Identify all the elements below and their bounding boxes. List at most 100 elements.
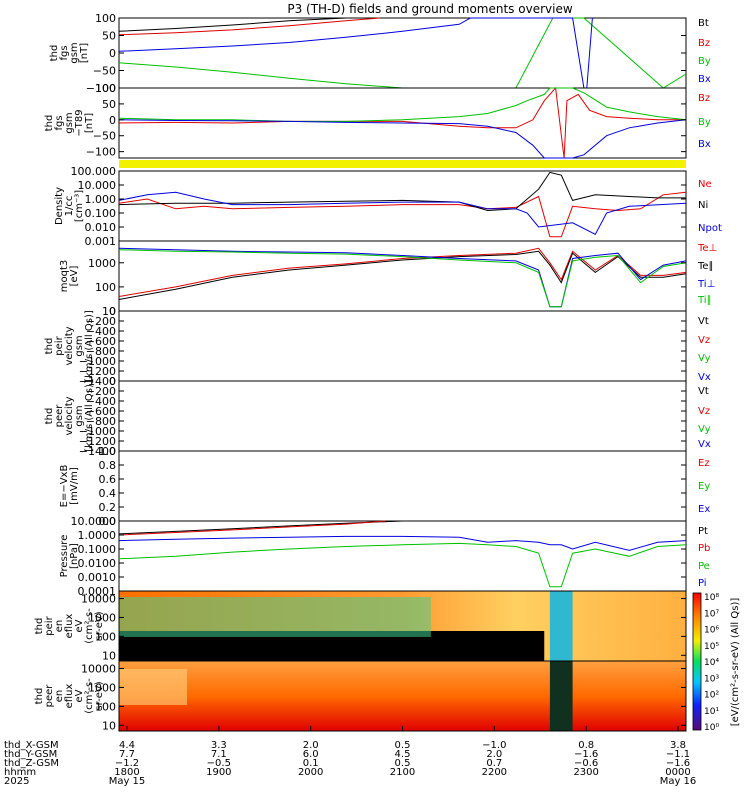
legend-entry: Vy xyxy=(698,353,711,364)
series-Ne xyxy=(118,191,687,238)
legend-entry: Bt xyxy=(698,18,709,29)
legend-entry: Pi xyxy=(698,578,707,589)
spectrogram-mid-band xyxy=(119,597,431,637)
y-tick-label: −800 xyxy=(86,345,116,358)
legend-entry: Ey xyxy=(698,481,710,492)
y-axis-label: gsm xyxy=(64,112,75,133)
series-Bt xyxy=(118,17,386,32)
x-row-name: hhmm xyxy=(4,767,36,778)
series-Pe xyxy=(118,542,687,588)
panel-fgs: 100 50 0 −50 −100 thd fgs gsm [nT] Bt Bz By Bx xyxy=(49,12,711,95)
y-tick-label: 10000 xyxy=(81,593,116,606)
series-Bx xyxy=(118,119,687,159)
y-axis-label: peir xyxy=(54,335,65,355)
legend-entry: Vt xyxy=(698,316,709,327)
x-row-value: 4.5 xyxy=(395,749,411,760)
x-row-value: 1900 xyxy=(206,767,231,778)
y-axis-label: Density xyxy=(54,187,65,225)
y-tick-label: 1000 xyxy=(88,611,116,624)
y-axis-label: velocity xyxy=(64,326,75,365)
x-row-value: 4.4 xyxy=(119,740,135,751)
y-axis-label: eflux xyxy=(64,684,75,709)
spectrogram-gap xyxy=(549,591,573,661)
x-row-value: 2.0 xyxy=(303,740,319,751)
y-tick-label: 0.0 xyxy=(99,515,117,528)
panel-frame xyxy=(118,380,687,452)
x-row-value: 2100 xyxy=(390,767,415,778)
legend-entry: Vz xyxy=(698,335,710,346)
legend-entry: Npot xyxy=(698,223,722,234)
x-row-name: 2025 xyxy=(4,776,29,787)
panel-peer-spectrogram: 10000 1000 100 10 thd peer en eflux eV (cm²-s-sr-… xyxy=(34,660,687,732)
legend-entry: Vx xyxy=(698,372,711,383)
spectrogram-background xyxy=(119,661,686,731)
x-row-value: −0.6 xyxy=(574,758,598,769)
y-tick-label: 0 xyxy=(109,305,116,318)
x-row-value: −1.1 xyxy=(666,749,690,760)
y-axis-label: [nT] xyxy=(79,43,90,63)
y-tick-label: 1.0 xyxy=(99,445,117,458)
legend-entry: Vx xyxy=(698,439,711,450)
y-tick-label: −50 xyxy=(93,130,116,143)
y-tick-label: 0.010 xyxy=(85,221,117,234)
x-row-value: −1.0 xyxy=(482,740,506,751)
legend-entry: Bx xyxy=(698,74,711,85)
x-row-value: 0.7 xyxy=(486,758,502,769)
y-axis-label: peer xyxy=(44,684,55,708)
series-Pb xyxy=(118,520,386,536)
x-row-value: −0.5 xyxy=(207,758,231,769)
colorbar-tick-label: 10⁸ xyxy=(704,593,719,603)
legend-entry: Ex xyxy=(698,504,710,515)
y-axis-label: fgs xyxy=(54,115,65,130)
x-row-value: 7.7 xyxy=(119,749,135,760)
y-tick-label: −1000 xyxy=(79,355,116,368)
legend-entry: Vy xyxy=(698,424,711,435)
y-axis-label: [eV] xyxy=(69,266,80,287)
y-tick-label: 100 xyxy=(95,12,116,25)
x-row-value: −1.6 xyxy=(666,758,690,769)
spectrogram-mid-band xyxy=(119,669,188,705)
series-By xyxy=(118,17,687,89)
series-By xyxy=(118,87,687,122)
y-tick-label: 100 xyxy=(95,630,116,643)
y-tick-label: 0.0010 xyxy=(78,571,117,584)
x-row-value: 2.0 xyxy=(486,749,502,760)
y-tick-label: 0.0100 xyxy=(78,557,117,570)
y-axis-label: E=−VxB xyxy=(59,465,70,508)
panel-frame xyxy=(118,310,687,382)
legend-entry: Ti∥ xyxy=(697,295,712,306)
panel-fgs-t89: 100 50 0 −50 −100 thd fgs gsm −T89 [nT] Bz By Bx xyxy=(44,82,711,159)
x-row-name: thd_X-GSM xyxy=(4,740,59,751)
y-tick-label: −800 xyxy=(86,415,116,428)
x-row-value: 3.8 xyxy=(670,740,686,751)
y-tick-label: 0.2 xyxy=(99,501,117,514)
y-axis-label: peir xyxy=(44,615,55,635)
y-tick-label: 0.6 xyxy=(99,473,117,486)
y-tick-label: 100.000 xyxy=(71,165,117,178)
x-axis-annotation: thd_X-GSM 4.4 3.3 2.0 0.5 −1.0 0.8 3.8 thd_Y-GSM… xyxy=(4,726,696,787)
y-tick-label: 10 xyxy=(102,305,116,318)
x-row-value: 3.3 xyxy=(211,740,227,751)
x-row-value: 2200 xyxy=(482,767,507,778)
y-axis-label: (cm²-s- xyxy=(84,678,95,714)
colorbar-tick-label: 10⁷ xyxy=(704,609,719,619)
y-tick-label: 0.4 xyxy=(99,487,117,500)
y-axis-label: [nT] xyxy=(84,113,95,133)
series-Ti∥ xyxy=(118,249,687,308)
series-Te∥ xyxy=(118,250,687,300)
y-axis-label: thd xyxy=(44,338,55,355)
y-tick-label: 10 xyxy=(102,649,116,662)
legend-entry: Pe xyxy=(698,561,710,572)
x-row-value: 0000 xyxy=(665,767,690,778)
legend-entry: Ne xyxy=(698,179,712,190)
y-tick-label: 0.100 xyxy=(85,207,117,220)
legend-entry: Te⊥ xyxy=(697,243,717,254)
y-tick-label: −200 xyxy=(86,385,116,398)
y-axis-label: sr-eV) xyxy=(94,681,105,710)
y-axis-label: thd xyxy=(49,45,60,62)
y-axis-label: thd xyxy=(44,115,55,132)
